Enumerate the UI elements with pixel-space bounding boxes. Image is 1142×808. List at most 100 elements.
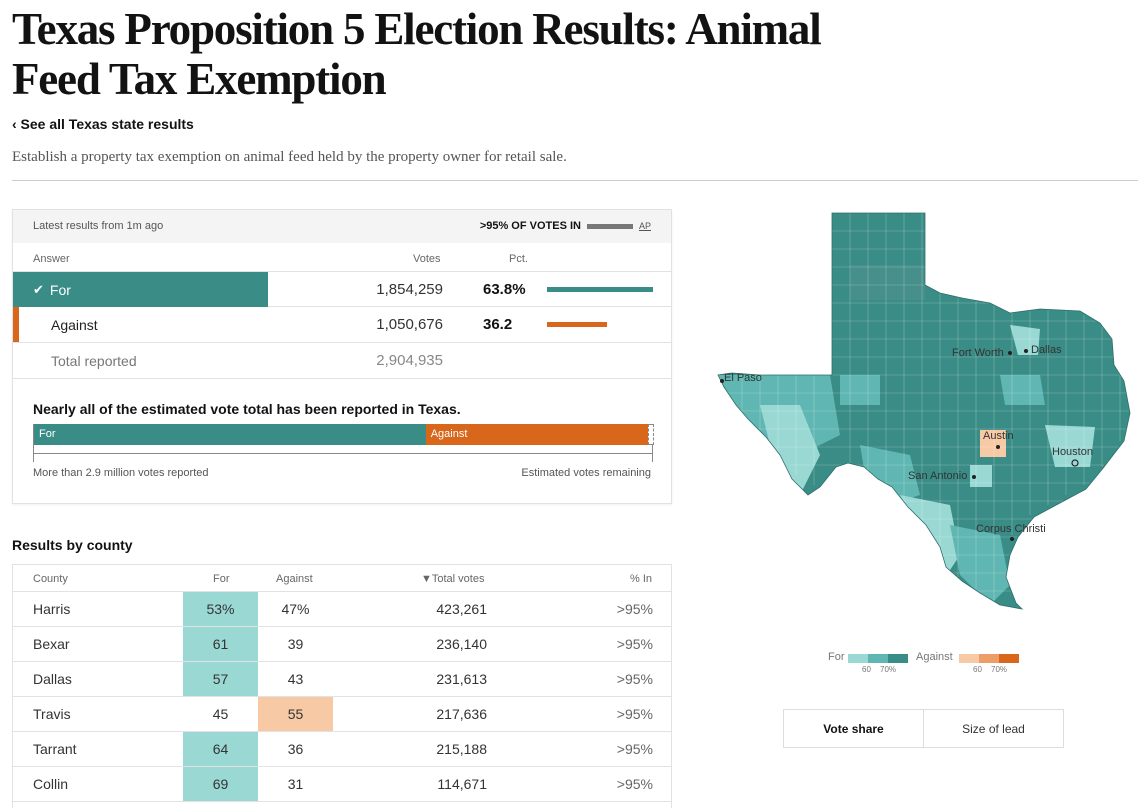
checkmark-icon: ✔ xyxy=(33,281,44,297)
answer-label: For xyxy=(49,281,71,298)
estimate-remaining-segment xyxy=(648,424,654,445)
estimate-heading: Nearly all of the estimated vote total h… xyxy=(33,401,461,417)
answer-column-header: Answer xyxy=(33,253,70,265)
austin-marker xyxy=(996,445,1000,449)
vote-share-button[interactable]: Vote share xyxy=(823,721,884,736)
legend-for-swatches xyxy=(848,654,908,663)
legend-swatch xyxy=(959,654,979,663)
total-label: Total reported xyxy=(51,352,137,369)
results-header: Latest results from 1m ago >95% OF VOTES… xyxy=(13,210,671,243)
total-votes: 217,636 xyxy=(436,706,487,722)
county-row[interactable]: Collin 69 31 114,671 >95% xyxy=(13,767,671,802)
percent-in: >95% xyxy=(616,636,653,652)
legend-swatch xyxy=(888,654,908,663)
county-rows: Harris 53% 47% 423,261 >95% Bexar 61 39 236,140 >… xyxy=(13,592,671,802)
remaining-note: Estimated votes remaining xyxy=(521,467,651,479)
page-title: Texas Proposition 5 Election Results: An… xyxy=(12,4,822,104)
answer-cell: Against xyxy=(13,307,268,342)
estimated-vote-bar: For Against xyxy=(33,424,654,454)
for-percent: 53% xyxy=(206,601,235,617)
county-row[interactable]: Bexar 61 39 236,140 >95% xyxy=(13,627,671,662)
percent-in: >95% xyxy=(616,601,653,617)
total-votes: 215,188 xyxy=(436,741,487,757)
dallas-label: Dallas xyxy=(1031,344,1062,356)
county-row[interactable]: Dallas 57 43 231,613 >95% xyxy=(13,662,671,697)
estimate-for-segment: For xyxy=(34,424,426,445)
houston-marker xyxy=(1071,459,1079,467)
fort-worth-marker xyxy=(1008,351,1012,355)
percent-in: >95% xyxy=(616,671,653,687)
map-fill-group xyxy=(718,213,1130,609)
county-name: Bexar xyxy=(33,636,70,652)
county-row[interactable]: Tarrant 64 36 215,188 >95% xyxy=(13,732,671,767)
votes-in-label: >95% OF VOTES IN xyxy=(479,220,581,232)
legend-swatch xyxy=(848,654,868,663)
legend-swatch xyxy=(979,654,999,663)
total-votes: 236,140 xyxy=(436,636,487,652)
total-votes: 231,613 xyxy=(436,671,487,687)
county-column-header[interactable]: County xyxy=(33,573,68,585)
san-antonio-marker xyxy=(972,475,976,479)
city-markers: El Paso Fort Worth Dallas Austin Houston… xyxy=(720,344,1093,541)
votes-column-header: Votes xyxy=(413,253,441,265)
back-to-state-results-link[interactable]: ‹ See all Texas state results xyxy=(12,116,194,132)
for-column-header[interactable]: For xyxy=(213,573,230,585)
ap-source-link[interactable]: AP xyxy=(638,221,651,231)
county-name: Travis xyxy=(33,706,71,722)
pct-in-column-header[interactable]: % In xyxy=(630,573,653,585)
county-map[interactable]: El Paso Fort Worth Dallas Austin Houston… xyxy=(700,205,1140,625)
county-table-header: County For Against ▼Total votes % In xyxy=(13,565,671,592)
for-percent: 69 xyxy=(212,776,229,792)
tick-left xyxy=(33,454,34,462)
percent-in: >95% xyxy=(616,706,653,722)
total-votes-column-header[interactable]: ▼Total votes xyxy=(421,573,485,585)
vote-percent: 63.8% xyxy=(483,281,526,298)
for-percent: 45 xyxy=(212,706,229,722)
total-votes: 423,261 xyxy=(436,601,487,617)
county-row[interactable]: Harris 53% 47% 423,261 >95% xyxy=(13,592,671,627)
legend-tick-70: 70% xyxy=(880,665,897,674)
votes-in-bar xyxy=(586,223,633,229)
legend-tick-60: 60 xyxy=(973,665,982,674)
size-of-lead-button[interactable]: Size of lead xyxy=(923,710,1063,747)
county-name: Tarrant xyxy=(33,741,77,757)
el-paso-label: El Paso xyxy=(724,372,762,384)
el-paso-marker xyxy=(720,379,724,383)
result-row-for: ✔ For 1,854,259 63.8% xyxy=(13,271,671,307)
county-row[interactable]: Travis 45 55 217,636 >95% xyxy=(13,697,671,732)
against-percent: 43 xyxy=(287,671,304,687)
texas-county-map[interactable]: El Paso Fort Worth Dallas Austin Houston… xyxy=(700,205,1140,625)
votes-in-indicator: >95% OF VOTES IN AP xyxy=(480,220,651,232)
legend-against-label: Against xyxy=(916,651,953,663)
legend-for-label: For xyxy=(828,651,845,663)
against-percent: 31 xyxy=(287,776,304,792)
for-percent: 61 xyxy=(212,636,229,652)
percent-in: >95% xyxy=(616,741,653,757)
dallas-marker xyxy=(1024,349,1028,353)
divider xyxy=(12,180,1138,181)
for-percent: 57 xyxy=(212,671,229,687)
answer-cell: ✔ For xyxy=(13,272,268,307)
winner-shade xyxy=(183,627,258,661)
legend-swatch xyxy=(999,654,1019,663)
county-results-heading: Results by county xyxy=(12,537,133,553)
austin-label: Austin xyxy=(983,430,1014,442)
percent-bar xyxy=(547,287,653,292)
against-color-stripe xyxy=(13,307,19,342)
winner-shade xyxy=(183,662,258,696)
against-percent: 47% xyxy=(281,601,310,617)
san-antonio-label: San Antonio xyxy=(908,470,967,482)
reported-note: More than 2.9 million votes reported xyxy=(33,467,209,479)
winner-shade xyxy=(183,592,258,626)
latest-update-text: Latest results from 1m ago xyxy=(33,220,164,232)
legend-tick-60: 60 xyxy=(862,665,871,674)
answer-label: Against xyxy=(51,316,98,333)
against-percent: 55 xyxy=(287,706,304,722)
against-column-header[interactable]: Against xyxy=(276,573,313,585)
total-vote-count: 2,904,935 xyxy=(376,352,443,369)
result-row-against: Against 1,050,676 36.2 xyxy=(13,307,671,343)
total-votes: 114,671 xyxy=(437,776,487,792)
county-name: Harris xyxy=(33,601,71,617)
map-mode-toggle: Vote share Size of lead xyxy=(783,709,1064,748)
texas-outline xyxy=(717,212,1131,610)
